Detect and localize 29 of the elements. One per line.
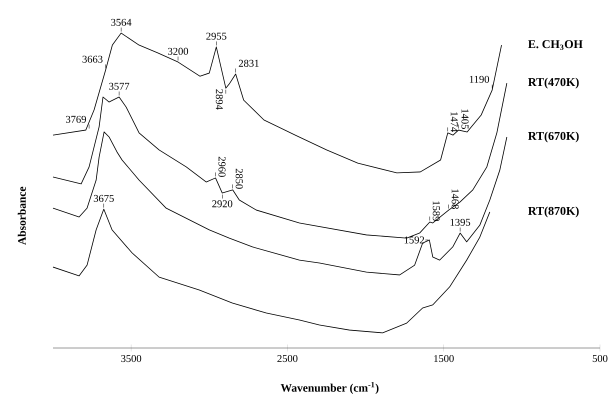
annotation: 1592 [404,236,424,244]
x-tick-label: 500 [592,355,608,362]
annotation: 1190 [470,76,490,83]
annotation: 3577 [109,82,130,90]
x-tick-label: 2500 [277,355,298,362]
annotation: 1405 [462,109,469,129]
annotation: 1395 [450,218,470,226]
series-label: RT(670K) [528,132,579,142]
annotation: 1474 [450,112,458,132]
annotation: 2920 [212,200,232,208]
annotation: 2960 [218,156,226,177]
annotation: 3675 [94,194,114,202]
annotation: 3769 [66,116,86,123]
x-axis-title: Wavenumber (cm$^{-1}$) [280,382,379,394]
series-label: RT(470K) [528,78,579,89]
text: E. CH$_{3}$OH [528,40,583,50]
annotation: 3663 [82,56,103,63]
x-tick-label: 1500 [434,355,454,362]
annotation: 1589 [432,201,440,221]
x-tick-label: 3500 [121,355,142,362]
annotation: 2955 [206,32,226,40]
annotation: 3200 [168,48,188,55]
y-axis-title: Absorbance [18,186,26,245]
annotation: 2831 [238,60,259,67]
text: RT(870K) [528,206,579,218]
annotation: 1468 [452,189,459,209]
annotation: 3564 [111,18,132,26]
annotation: 2850 [236,168,243,189]
annotation: 2894 [216,89,223,110]
